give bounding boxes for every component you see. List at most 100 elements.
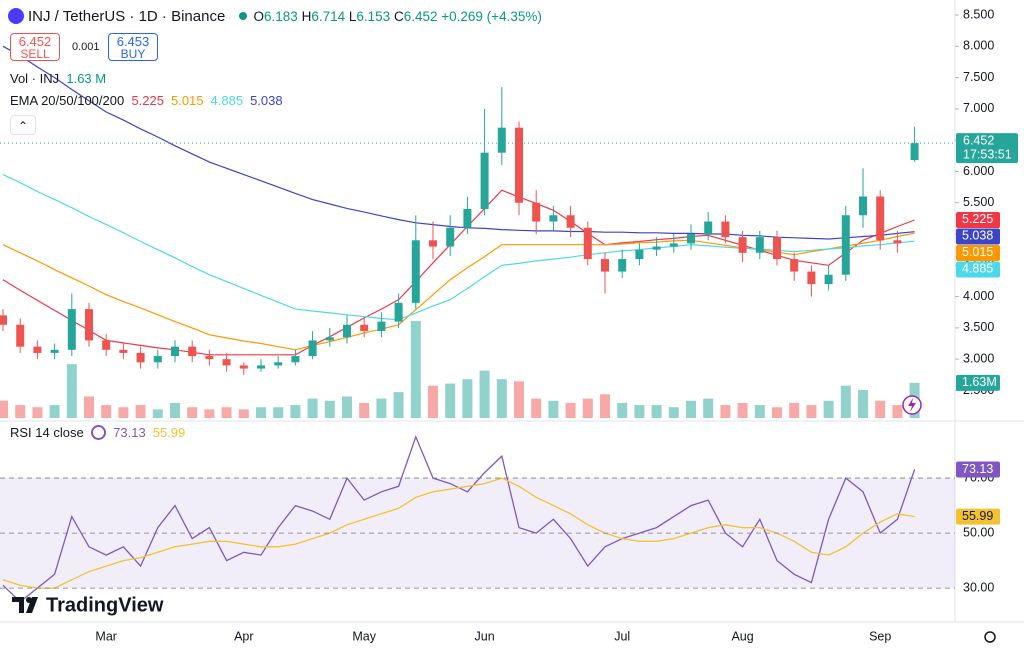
- candle-body: [50, 349, 59, 353]
- rsi-legend: RSI 14 close 73.13 55.99: [10, 425, 192, 440]
- value-tag: [956, 244, 1000, 261]
- x-tick-label: Jun: [475, 629, 495, 643]
- sell-price: 6.452: [18, 34, 52, 49]
- candle-body: [291, 356, 300, 363]
- volume-name: Vol · INJ: [10, 71, 60, 86]
- ohlc-letter: L: [348, 9, 357, 24]
- ema-legend-value: 5.038: [250, 93, 283, 108]
- volume-bar: [772, 407, 782, 418]
- volume-bar: [273, 407, 284, 418]
- volume-bar: [479, 370, 490, 418]
- volume-bar: [0, 400, 8, 418]
- settings-icon[interactable]: [984, 631, 996, 643]
- candle-body: [394, 302, 403, 322]
- x-tick-label: Aug: [731, 629, 753, 643]
- x-tick-label: May: [352, 629, 376, 643]
- candle-body: [67, 309, 76, 350]
- candle-body: [308, 340, 317, 357]
- volume-bar: [376, 398, 387, 418]
- candle-body: [274, 362, 283, 366]
- volume-bar: [514, 381, 524, 418]
- candle-body: [807, 271, 816, 285]
- high-value: 6.714: [311, 9, 346, 24]
- volume-bar: [720, 405, 731, 418]
- candle-body: [429, 240, 437, 247]
- volume-bar: [393, 392, 404, 418]
- value-tag-label: 55.99: [962, 509, 993, 523]
- value-tag: [956, 261, 1000, 278]
- candle-body: [566, 215, 575, 228]
- volume-bar: [204, 409, 215, 418]
- y-tick-label: 8.500: [963, 7, 994, 21]
- volume-bar: [703, 398, 714, 418]
- symbol[interactable]: INJ / TetherUS · 1D · Binance: [28, 8, 226, 25]
- volume-bar: [359, 402, 370, 418]
- candle-body: [446, 227, 455, 247]
- ohlc-letter: O: [253, 9, 264, 24]
- volume-bar: [101, 405, 112, 418]
- y-tick-label: 30.00: [963, 580, 994, 594]
- volume-bar: [531, 398, 542, 418]
- candle-body: [893, 240, 902, 244]
- open-value: 6.183: [264, 9, 298, 24]
- volume-bar: [342, 396, 352, 418]
- volume-bar: [66, 364, 77, 418]
- candle-body: [618, 259, 627, 272]
- candle-body: [497, 127, 506, 153]
- candle-body: [480, 152, 489, 209]
- candle-body: [669, 243, 678, 247]
- collapse-button[interactable]: ⌃: [10, 115, 36, 135]
- volume-bar: [565, 402, 576, 418]
- value-tag-label: 4.885: [962, 262, 993, 276]
- rsi-icon: [90, 425, 106, 440]
- buy-price: 6.453: [116, 34, 150, 49]
- header-row: INJ / TetherUS · 1D · Binance O6.183 H6.…: [8, 8, 542, 25]
- candle-body: [773, 237, 781, 260]
- candle-body: [119, 349, 128, 353]
- ema-legend-value: 4.885: [210, 93, 244, 108]
- buy-button[interactable]: 6.453 BUY: [108, 33, 158, 61]
- candle-body: [859, 196, 867, 216]
- volume-bar: [221, 407, 232, 418]
- candle-body: [136, 352, 145, 363]
- volume-bar: [686, 400, 696, 418]
- candle-layer: [0, 86, 919, 375]
- candle-body: [549, 215, 558, 222]
- value-tag: [956, 374, 1000, 391]
- alert-bolt: [908, 398, 916, 412]
- candle-body: [171, 346, 179, 357]
- candle-body: [515, 127, 523, 203]
- candle-body: [738, 237, 747, 253]
- volume-bar: [634, 405, 645, 418]
- value-tag-label: 5.225: [962, 212, 993, 226]
- logo-dot: [26, 597, 32, 603]
- volume-legend-value: 1.63 M: [66, 71, 107, 86]
- sell-button[interactable]: 6.452 SELL: [10, 33, 60, 61]
- volume-bar: [668, 407, 679, 418]
- rsi-line: [2, 477, 915, 589]
- volume-bar: [651, 405, 662, 418]
- spread: 0.001: [72, 41, 100, 53]
- y-tick-label: 4.000: [963, 289, 994, 303]
- x-tick-label: Mar: [95, 629, 117, 643]
- candle-body: [377, 321, 386, 332]
- volume-bar: [238, 409, 249, 418]
- change: +0.269 (+4.35%): [441, 9, 542, 24]
- volume-bar: [324, 400, 335, 418]
- buy-label: BUY: [120, 47, 146, 61]
- candle-body: [841, 215, 850, 275]
- low-value: 6.153: [356, 9, 391, 24]
- y-tick-label: 8.000: [963, 39, 994, 53]
- volume-bar: [582, 398, 593, 418]
- volume-bar: [823, 400, 834, 418]
- ohlc: O6.183 H6.714 L6.153 C6.452 +0.269 (+4.3…: [253, 9, 541, 24]
- volume-bar: [15, 405, 26, 418]
- rsi-legend-value: 55.99: [152, 425, 186, 440]
- volume-bar: [840, 385, 851, 418]
- candle-body: [532, 202, 541, 222]
- volume-bar: [32, 407, 43, 418]
- value-tag: [956, 461, 1000, 478]
- y-tick-label: 7.000: [963, 101, 994, 115]
- x-tick-label: Apr: [234, 629, 253, 643]
- y-tick-label: 7.500: [963, 70, 994, 84]
